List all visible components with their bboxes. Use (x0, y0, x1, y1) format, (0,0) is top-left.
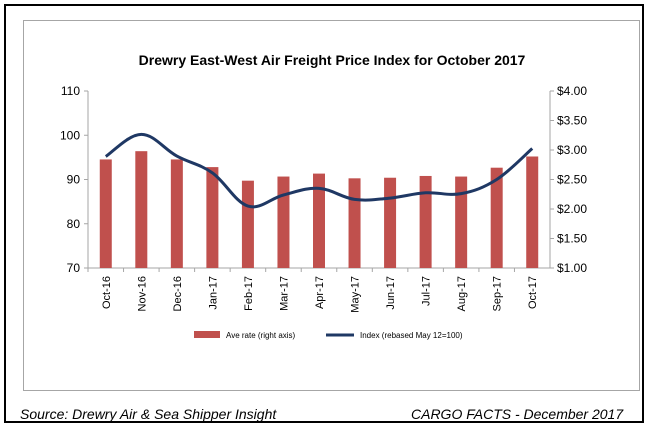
bar (206, 167, 219, 268)
x-tick-label: Nov-16 (136, 276, 148, 311)
credit-note: CARGO FACTS - December 2017 (411, 406, 624, 422)
bar (135, 151, 148, 268)
bar (277, 176, 290, 268)
x-tick-label: Oct-16 (101, 276, 113, 309)
x-tick-label: Apr-17 (314, 276, 326, 309)
chart: Drewry East-West Air Freight Price Index… (60, 52, 587, 340)
right-tick-label: $1.00 (557, 261, 587, 275)
source-note: Source: Drewry Air & Sea Shipper Insight (20, 406, 277, 422)
legend-label-index: Index (rebased May 12=100) (360, 331, 463, 340)
right-tick-label: $3.50 (557, 114, 587, 128)
x-tick-label: Oct-17 (527, 276, 539, 309)
bar (241, 180, 254, 268)
chart-area: Drewry East-West Air Freight Price Index… (23, 20, 640, 391)
plot-area: 70 80 90 100 110 $1.00 $1.50 $2.00 $2.50 $3.00 $3.… (60, 84, 587, 340)
x-tick-label: Jun-17 (385, 276, 397, 310)
right-tick-label: $2.50 (557, 173, 587, 187)
right-tick-label: $1.50 (557, 232, 587, 246)
right-tick-label: $4.00 (557, 84, 587, 98)
x-tick-label: Dec-16 (172, 276, 184, 311)
bar (313, 173, 325, 268)
right-tick-label: $3.00 (557, 143, 587, 157)
chart-title: Drewry East-West Air Freight Price Index… (139, 52, 526, 68)
bar (526, 156, 539, 268)
left-tick-label: 70 (67, 261, 81, 275)
x-tick-label: Aug-17 (456, 276, 468, 311)
right-tick-label: $2.00 (557, 202, 587, 216)
bar (455, 176, 468, 268)
bar (419, 175, 432, 268)
x-tick-label: May-17 (350, 276, 362, 313)
index-series-line (104, 132, 534, 209)
left-tick-label: 110 (61, 84, 80, 98)
left-tick-label: 80 (67, 217, 81, 231)
left-tick-label: 90 (67, 173, 81, 187)
x-tick-label: Mar-17 (278, 276, 290, 311)
bar (384, 177, 397, 268)
figure-frame: Drewry East-West Air Freight Price Index… (4, 4, 644, 423)
bar (99, 159, 112, 268)
bar (170, 159, 183, 268)
legend-swatch-ave-rate (194, 331, 220, 338)
bar (490, 167, 503, 268)
left-tick-label: 100 (60, 128, 80, 142)
bar (348, 178, 361, 268)
x-tick-label: Sep-17 (492, 276, 504, 311)
x-tick-label: Jan-17 (207, 276, 219, 310)
legend-label-ave-rate: Ave rate (right axis) (226, 331, 296, 340)
x-tick-label: Feb-17 (243, 276, 255, 311)
x-tick-label: Jul-17 (421, 276, 433, 306)
